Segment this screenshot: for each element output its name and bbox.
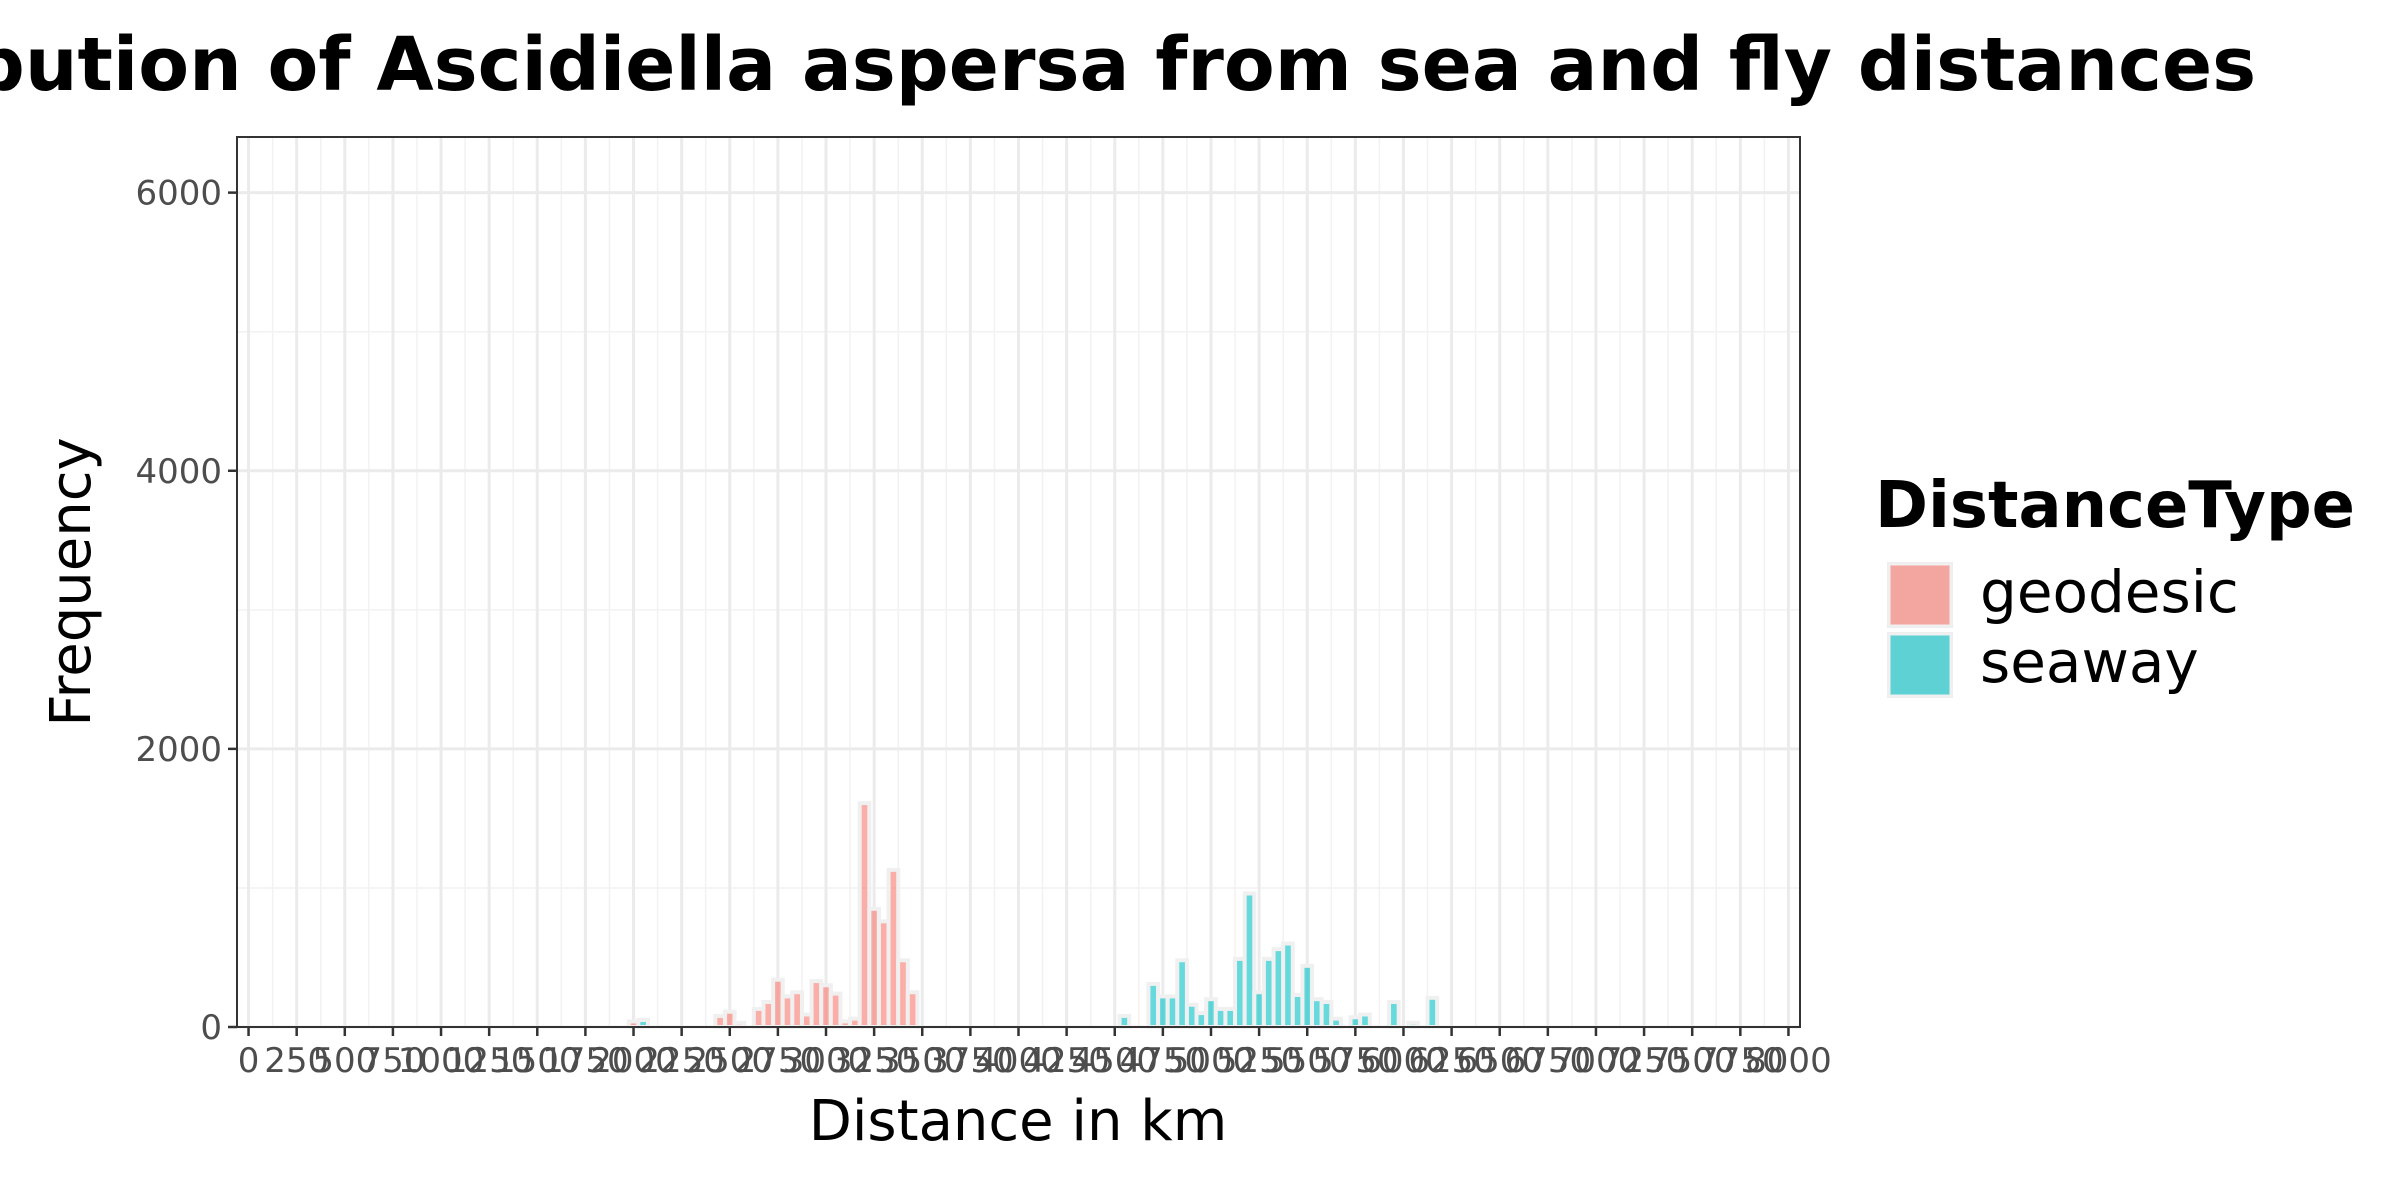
x-tick-label: 2000 <box>590 1041 677 1081</box>
grid-major <box>237 137 1800 1029</box>
x-tick-label: 750 <box>360 1041 425 1081</box>
x-tick-label: 6000 <box>1360 1041 1447 1081</box>
x-tick-label: 6250 <box>1408 1041 1495 1081</box>
x-tick-label: 3750 <box>927 1041 1014 1081</box>
y-tick-label: 2000 <box>135 730 222 770</box>
histogram-bar-seaway <box>1329 1016 1343 1029</box>
x-tick-label: 7500 <box>1649 1041 1736 1081</box>
x-tick-label: 4750 <box>1120 1041 1207 1081</box>
histogram-bar-seaway <box>636 1018 650 1029</box>
x-tick-label: 1000 <box>398 1041 485 1081</box>
legend-title: DistanceType <box>1875 469 2355 543</box>
y-tick-label: 0 <box>200 1008 222 1048</box>
x-tick-label: 3250 <box>831 1041 918 1081</box>
x-tick-label: 5500 <box>1264 1041 1351 1081</box>
histogram-bar-seaway <box>1425 995 1440 1029</box>
x-tick-label: 0 <box>238 1041 260 1081</box>
x-axis: 0 250500750100012501500175020002250250027… <box>238 1027 1832 1081</box>
histogram-bar-geodesic <box>905 990 920 1029</box>
x-tick-label: 7250 <box>1601 1041 1688 1081</box>
x-tick-label: 3500 <box>879 1041 966 1081</box>
x-tick-label: 6750 <box>1505 1041 1592 1081</box>
histogram-bar-seaway <box>1358 1012 1372 1029</box>
x-tick-label: 500 <box>312 1041 377 1081</box>
chart-title: Distribution of Ascidiella aspersa from … <box>0 22 2256 108</box>
x-tick-label: 1500 <box>494 1041 581 1081</box>
x-tick-label: 6500 <box>1456 1041 1543 1081</box>
x-tick-label: 4000 <box>975 1041 1062 1081</box>
y-axis: 0 2000 4000 6000 <box>135 174 237 1048</box>
x-tick-label: 8000 <box>1745 1041 1832 1081</box>
legend-label-geodesic: geodesic <box>1980 558 2239 626</box>
legend-label-seaway: seaway <box>1980 628 2199 696</box>
y-tick-label: 4000 <box>135 452 222 492</box>
legend-swatch-geodesic <box>1887 562 1953 628</box>
x-tick-label: 5250 <box>1216 1041 1303 1081</box>
histogram-bar-seaway <box>1117 1013 1132 1029</box>
histogram-bar-seaway <box>1387 999 1401 1029</box>
grid-minor <box>237 137 1800 1027</box>
x-tick-label: 250 <box>264 1041 329 1081</box>
x-tick-label: 5000 <box>1168 1041 1255 1081</box>
x-tick-label: 7750 <box>1697 1041 1784 1081</box>
x-tick-label: 2750 <box>735 1041 822 1081</box>
x-tick-label: 1750 <box>542 1041 629 1081</box>
x-tick-label: 5750 <box>1312 1041 1399 1081</box>
legend-swatch-seaway <box>1887 632 1953 698</box>
x-tick-label: 3000 <box>783 1041 870 1081</box>
y-axis-title: Frequency <box>39 437 104 726</box>
x-tick-label: 2500 <box>687 1041 774 1081</box>
x-tick-label: 4500 <box>1071 1041 1158 1081</box>
x-tick-label: 4250 <box>1023 1041 1110 1081</box>
x-tick-label: 2250 <box>638 1041 725 1081</box>
x-tick-label: 7000 <box>1553 1041 1640 1081</box>
x-axis-title: Distance in km <box>809 1089 1228 1154</box>
y-tick-label: 6000 <box>135 174 222 214</box>
x-tick-label: 1250 <box>446 1041 533 1081</box>
